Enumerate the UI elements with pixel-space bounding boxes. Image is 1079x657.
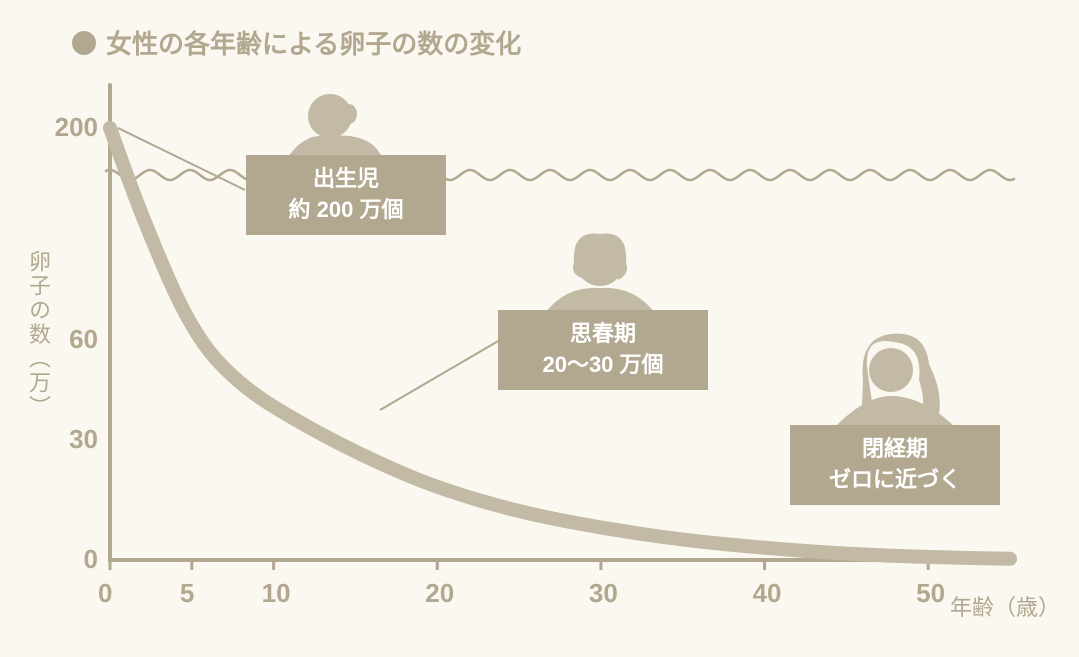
x-axis-label: 年齢（歳） bbox=[950, 590, 1060, 622]
title-bullet-icon bbox=[72, 31, 96, 55]
callout-line2: 20〜30 万個 bbox=[542, 350, 663, 381]
y-axis-label: 卵子の数（万） bbox=[22, 250, 54, 419]
callout-line1: 思春期 bbox=[570, 319, 636, 350]
callout-menopause: 閉経期ゼロに近づく bbox=[790, 425, 1000, 505]
callout-birth: 出生児約 200 万個 bbox=[246, 155, 446, 235]
chart-title: 女性の各年齢による卵子の数の変化 bbox=[106, 24, 521, 61]
x-tick-label: 0 bbox=[98, 578, 112, 609]
y-tick-label: 200 bbox=[55, 112, 98, 143]
chart-root: 女性の各年齢による卵子の数の変化 卵子の数（万） 出生児約 200 万個思春期2… bbox=[0, 0, 1079, 657]
callout-line2: 約 200 万個 bbox=[289, 195, 404, 226]
x-tick-label: 30 bbox=[589, 578, 618, 609]
callout-puberty: 思春期20〜30 万個 bbox=[498, 310, 708, 390]
x-tick-label: 20 bbox=[425, 578, 454, 609]
callout-line1: 閉経期 bbox=[862, 434, 928, 465]
callout-line1: 出生児 bbox=[313, 164, 379, 195]
callout-line2: ゼロに近づく bbox=[829, 465, 961, 496]
x-tick-label: 5 bbox=[180, 578, 194, 609]
x-tick-label: 40 bbox=[753, 578, 782, 609]
x-tick-label: 50 bbox=[916, 578, 945, 609]
y-tick-label: 30 bbox=[69, 424, 98, 455]
y-tick-label: 60 bbox=[69, 324, 98, 355]
y-tick-label: 0 bbox=[84, 544, 98, 575]
x-tick-label: 10 bbox=[262, 578, 291, 609]
chart-title-row: 女性の各年齢による卵子の数の変化 bbox=[72, 24, 521, 61]
